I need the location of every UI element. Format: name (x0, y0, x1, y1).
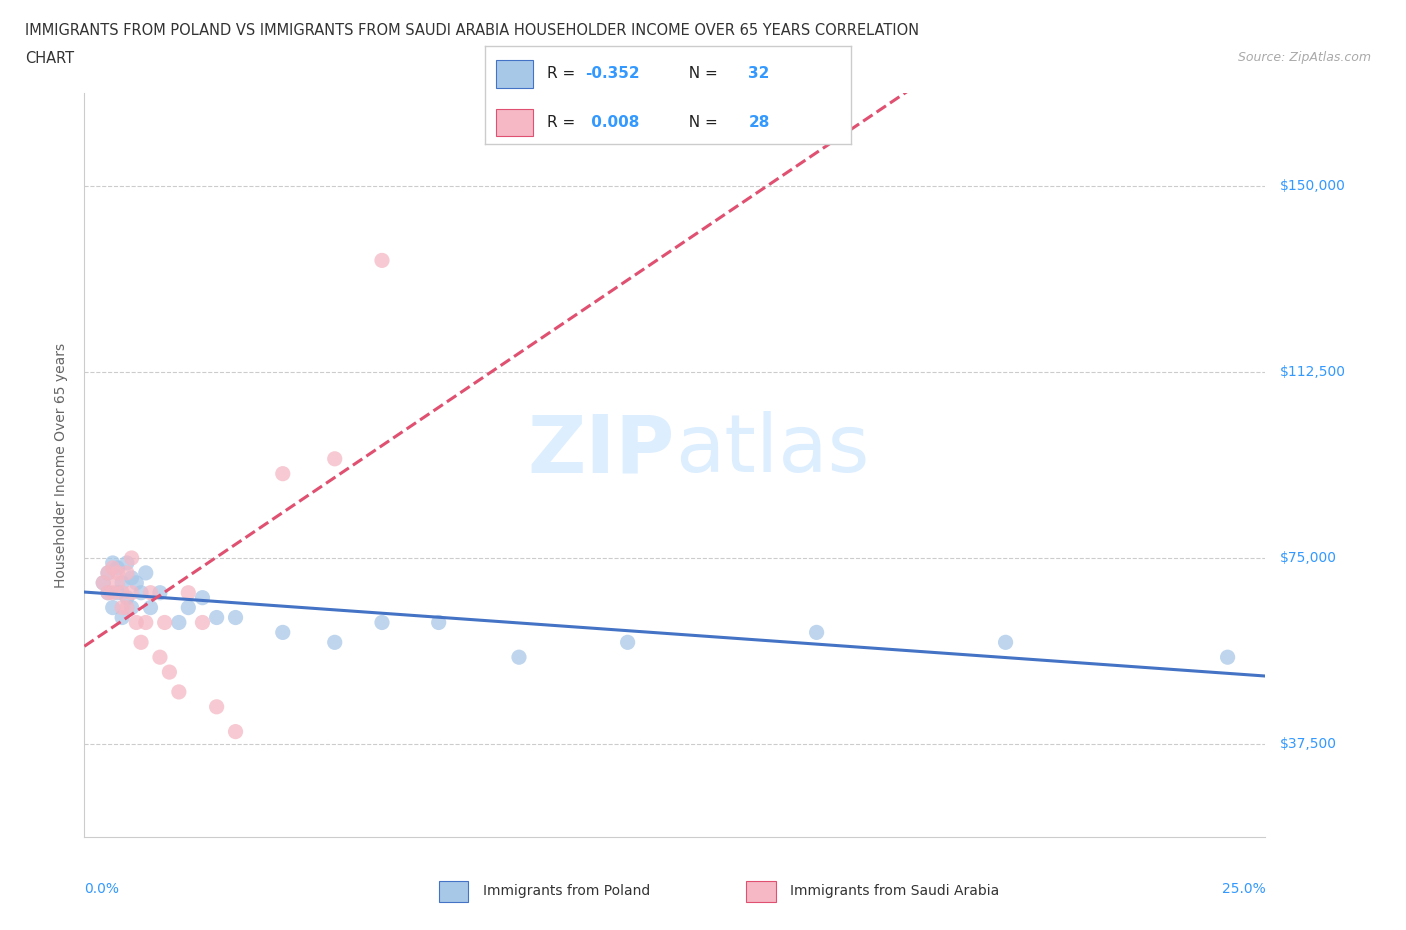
Point (427, 615, 450, 630)
Point (97, 565, 120, 580)
Text: 32: 32 (748, 66, 769, 81)
Point (115, 565, 138, 580)
Point (225, 610, 247, 625)
Text: ZIP: ZIP (527, 411, 675, 489)
Point (101, 585, 124, 600)
Text: $112,500: $112,500 (1279, 365, 1346, 379)
Point (157, 665, 180, 680)
Point (191, 591, 214, 605)
Bar (747, 882, 776, 902)
Point (205, 610, 228, 625)
Point (149, 650, 172, 665)
Point (111, 585, 134, 600)
Text: 28: 28 (748, 115, 769, 130)
Point (167, 684, 190, 699)
Point (371, 253, 394, 268)
Point (271, 466, 294, 481)
Point (97, 565, 120, 580)
Point (371, 615, 394, 630)
Point (135, 615, 157, 630)
Point (115, 600, 138, 615)
Point (91, 576, 114, 591)
Point (271, 625, 294, 640)
Text: Source: ZipAtlas.com: Source: ZipAtlas.com (1237, 51, 1371, 64)
Text: Immigrants from Saudi Arabia: Immigrants from Saudi Arabia (790, 884, 1000, 898)
Point (107, 561, 129, 576)
Point (323, 451, 346, 466)
Point (107, 565, 129, 580)
Point (101, 555, 124, 570)
Point (101, 561, 124, 576)
Point (115, 555, 138, 570)
Point (508, 650, 530, 665)
Text: -0.352: -0.352 (585, 66, 640, 81)
Point (91, 576, 114, 591)
Point (97, 585, 120, 600)
Text: CHART: CHART (25, 51, 75, 66)
Point (111, 600, 134, 615)
Text: $150,000: $150,000 (1279, 179, 1346, 193)
Point (115, 591, 138, 605)
Point (1216, 650, 1239, 665)
Point (121, 585, 143, 600)
Text: atlas: atlas (675, 411, 869, 489)
Point (129, 635, 152, 650)
Bar (496, 109, 533, 137)
Point (323, 635, 346, 650)
Point (994, 635, 1017, 650)
Point (191, 615, 214, 630)
Text: $37,500: $37,500 (1279, 737, 1337, 751)
Text: IMMIGRANTS FROM POLAND VS IMMIGRANTS FROM SAUDI ARABIA HOUSEHOLDER INCOME OVER 6: IMMIGRANTS FROM POLAND VS IMMIGRANTS FRO… (25, 23, 920, 38)
Point (101, 600, 124, 615)
Text: 0.0%: 0.0% (84, 882, 120, 896)
Point (111, 576, 134, 591)
Point (121, 600, 143, 615)
Text: R =: R = (547, 115, 581, 130)
Text: Immigrants from Poland: Immigrants from Poland (484, 884, 651, 898)
Point (111, 610, 134, 625)
Point (205, 699, 228, 714)
Point (167, 615, 190, 630)
Point (225, 724, 247, 739)
Bar (496, 60, 533, 87)
Point (129, 585, 152, 600)
Point (139, 600, 162, 615)
Text: 25.0%: 25.0% (1222, 882, 1265, 896)
Text: N =: N = (679, 115, 723, 130)
Text: N =: N = (679, 66, 723, 81)
Point (121, 570, 143, 585)
Text: $75,000: $75,000 (1279, 551, 1337, 565)
Point (177, 585, 200, 600)
Point (616, 635, 638, 650)
Point (135, 565, 157, 580)
Point (177, 600, 200, 615)
Text: R =: R = (547, 66, 581, 81)
Point (97, 585, 120, 600)
Text: 0.008: 0.008 (585, 115, 638, 130)
Point (121, 551, 143, 565)
Point (125, 615, 148, 630)
Point (153, 615, 176, 630)
Point (125, 576, 148, 591)
Point (139, 585, 162, 600)
Point (149, 585, 172, 600)
Bar (439, 882, 468, 902)
Point (107, 585, 129, 600)
Point (806, 625, 828, 640)
Point (107, 576, 129, 591)
Y-axis label: Householder Income Over 65 years: Householder Income Over 65 years (55, 342, 69, 588)
